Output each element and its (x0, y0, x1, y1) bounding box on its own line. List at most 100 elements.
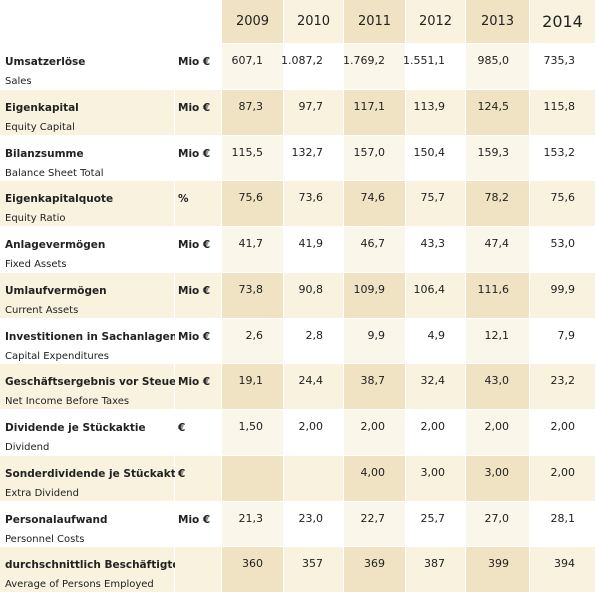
unit-cell: Mio € (175, 272, 222, 319)
value: 75,6 (238, 191, 264, 205)
value-cell: 735,3 (530, 44, 596, 90)
value-cell: 43,0 (466, 364, 530, 410)
row-label: Umsatzerlöse (5, 56, 86, 68)
value-cell: 3,00 (406, 455, 466, 502)
row-label: Investitionen in Sachanlagen (5, 330, 178, 343)
value-cell: 1.087,2 (281, 44, 344, 90)
value: 399 (488, 557, 509, 571)
row-label: Geschäftsergebnis vor Steuern (5, 376, 189, 389)
value-cell: 4,00 (344, 455, 406, 502)
row-label-cell: Bilanzsumme Balance Sheet Total (0, 135, 175, 182)
value-cell: 9,9 (344, 318, 406, 365)
value-cell: 41,9 (284, 227, 344, 273)
value-cell: 2,00 (466, 410, 530, 456)
value: 607,1 (231, 54, 264, 67)
value-cell: 78,2 (466, 181, 530, 227)
value: 23,2 (550, 374, 576, 388)
value-cell: 2,00 (284, 410, 344, 456)
value: 1.551,1 (403, 54, 445, 67)
value-cell: 46,7 (344, 227, 406, 273)
row-sublabel: Equity Ratio (5, 213, 66, 225)
value-cell: 113,9 (406, 89, 466, 136)
value: 2,00 (420, 420, 446, 433)
row-sublabel: Capital Expenditures (5, 350, 109, 362)
value: 109,9 (353, 282, 386, 296)
value: 41,9 (298, 237, 324, 250)
value: 159,3 (477, 145, 510, 159)
value: 153,2 (543, 145, 576, 159)
value-cell: 97,7 (284, 89, 344, 136)
row-label-cell: Geschäftsergebnis vor Steuern Net Income … (0, 364, 189, 410)
value-cell: 369 (344, 547, 406, 593)
value-cell: 132,7 (284, 135, 344, 182)
value: 387 (424, 557, 445, 571)
unit: Mio € (178, 147, 211, 160)
row-sublabel: Current Assets (5, 304, 79, 316)
value: 2,00 (298, 420, 324, 433)
value-cell: 115,8 (530, 89, 596, 136)
value-cell: 23,0 (284, 501, 344, 548)
unit-cell: Mio € (175, 227, 222, 273)
value-cell: 109,9 (344, 272, 406, 319)
value-cell: 38,7 (344, 364, 406, 410)
value: 357 (302, 557, 323, 571)
unit-cell: € (175, 410, 222, 456)
value-cell: 22,7 (344, 501, 406, 548)
row-label-cell: Umlaufvermögen Current Assets (0, 272, 175, 319)
value-cell: 99,9 (530, 272, 596, 319)
value: 3,00 (420, 465, 446, 479)
value-cell: 74,6 (344, 181, 406, 227)
row-sublabel: Extra Dividend (5, 487, 79, 499)
value: 7,9 (557, 328, 576, 342)
unit: Mio € (178, 330, 211, 343)
value: 24,4 (298, 374, 324, 388)
year-header: 2013 (466, 0, 530, 44)
value: 90,8 (298, 282, 324, 296)
row-label-cell: Eigenkapital Equity Capital (0, 89, 175, 136)
value-cell: 607,1 (222, 44, 284, 90)
row-sublabel: Average of Persons Employed (5, 579, 154, 591)
row-label-cell: Personalaufwand Personnel Costs (0, 501, 175, 548)
value-cell: 150,4 (406, 135, 466, 182)
value-cell: 124,5 (466, 89, 530, 136)
value-cell: 3,00 (466, 455, 530, 502)
value: 32,4 (420, 374, 446, 388)
value-cell: 399 (466, 547, 530, 593)
value-cell: 90,8 (284, 272, 344, 319)
value-cell: 41,7 (222, 227, 284, 273)
value: 360 (242, 557, 263, 571)
row-label: Sonderdividende je Stückaktie (5, 467, 187, 480)
row-sublabel: Sales (5, 76, 32, 87)
value: 2,00 (550, 420, 576, 433)
row-label-cell: Anlagevermögen Fixed Assets (0, 227, 175, 273)
value: 2,8 (305, 328, 324, 342)
row-label: Umlaufvermögen (5, 284, 107, 297)
value: 46,7 (360, 237, 386, 250)
value: 4,00 (360, 465, 386, 479)
value: 2,6 (245, 328, 264, 342)
value-cell: 117,1 (344, 89, 406, 136)
value: 53,0 (550, 237, 576, 250)
value: 43,0 (484, 374, 510, 388)
value-cell: 75,6 (222, 181, 284, 227)
value-cell (284, 455, 344, 502)
value: 43,3 (420, 237, 446, 250)
unit-cell: Mio € (175, 44, 222, 90)
row-sublabel: Dividend (5, 442, 50, 453)
row-label-cell: Umsatzerlöse Sales (0, 44, 175, 90)
year-header: 2011 (344, 0, 406, 44)
value-cell: 2,6 (222, 318, 284, 365)
row-label-cell: Investitionen in Sachanlagen Capital Expe… (0, 318, 178, 365)
value: 132,7 (291, 145, 324, 159)
value: 28,1 (550, 511, 576, 525)
value-cell: 157,0 (344, 135, 406, 182)
value-cell: 106,4 (406, 272, 466, 319)
value-cell: 387 (406, 547, 466, 593)
value: 19,1 (238, 374, 264, 388)
value-cell: 87,3 (222, 89, 284, 136)
value: 1,50 (238, 420, 264, 433)
value: 1.769,2 (343, 54, 385, 67)
value-cell: 43,3 (406, 227, 466, 273)
value: 87,3 (238, 99, 264, 113)
